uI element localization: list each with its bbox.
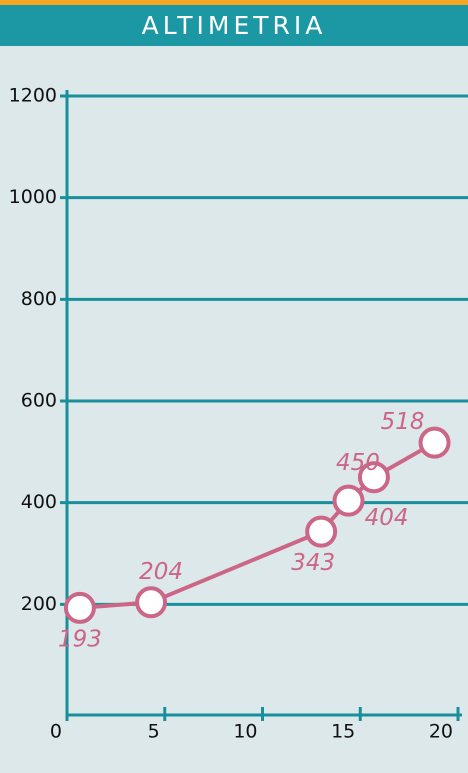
x-tick-label: 20 <box>429 721 453 743</box>
top-stripe <box>0 0 468 5</box>
data-point <box>332 484 365 517</box>
chart-title: ALTIMETRIA <box>142 11 327 40</box>
data-label: 204 <box>139 559 183 585</box>
x-tick-label: 15 <box>331 721 355 743</box>
header-bar <box>0 5 468 46</box>
y-tick-label: 800 <box>21 288 57 310</box>
data-point <box>63 591 96 624</box>
y-tick-label: 600 <box>21 390 57 412</box>
data-point <box>135 586 168 619</box>
y-tick-label: 1000 <box>9 186 57 208</box>
data-label: 518 <box>381 409 425 435</box>
data-label: 343 <box>291 550 335 576</box>
data-point <box>357 461 390 494</box>
data-label: 450 <box>336 450 380 476</box>
data-label: 193 <box>58 626 102 652</box>
y-tick-label: 200 <box>21 593 57 615</box>
data-point <box>305 515 338 548</box>
x-tick-label: 10 <box>233 721 257 743</box>
x-tick-label: 5 <box>148 721 160 743</box>
data-label: 404 <box>365 505 409 531</box>
y-tick-label: 400 <box>21 491 57 513</box>
y-tick-label: 1200 <box>9 85 57 107</box>
data-point <box>418 426 451 459</box>
x-tick-label: 0 <box>50 721 62 743</box>
